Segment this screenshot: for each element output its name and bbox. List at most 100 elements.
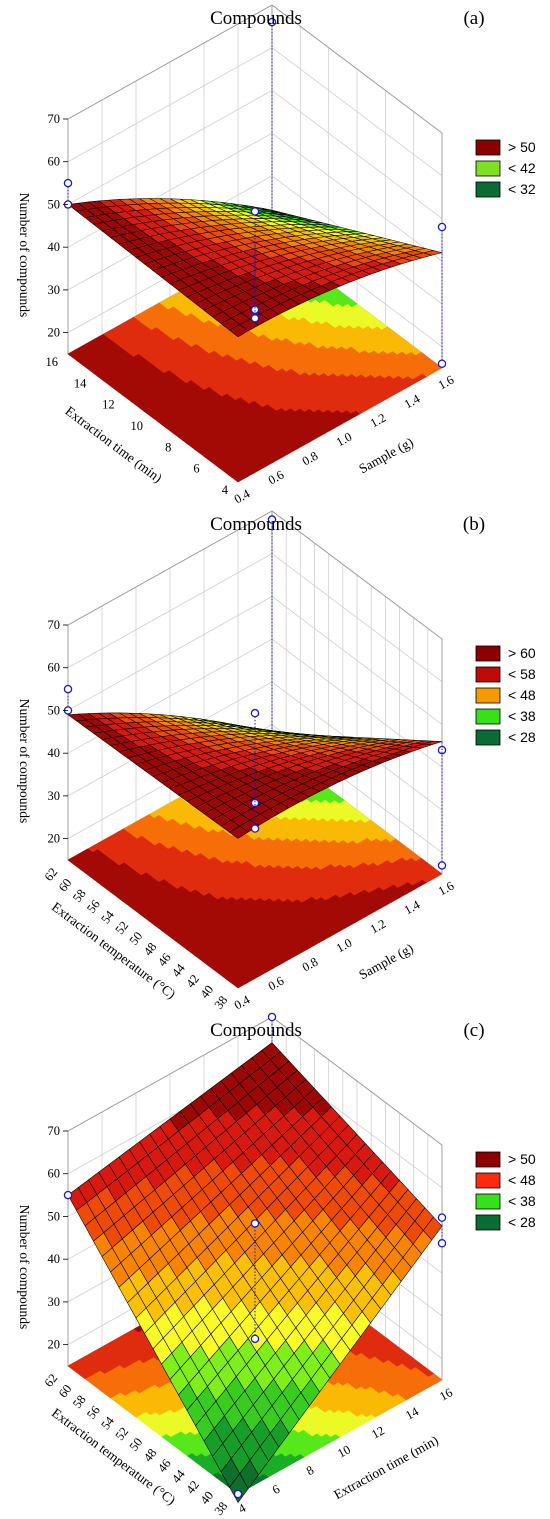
observed-point: [250, 314, 260, 323]
z-tick-label: 70: [48, 112, 61, 126]
y-tick-label: 48: [141, 1446, 160, 1464]
y-tick-label: 46: [155, 1457, 174, 1475]
y-tick-label: 58: [70, 887, 89, 905]
legend-label: < 38: [508, 708, 536, 724]
x-tick-label: 0.4: [232, 992, 253, 1012]
y-tick-label: 54: [98, 1413, 117, 1432]
legend-label: < 42: [508, 160, 536, 176]
observed-point: [250, 1219, 260, 1228]
legend-swatch: [475, 1151, 501, 1168]
z-tick-label: 50: [48, 197, 61, 211]
z-tick-label: 50: [48, 1209, 61, 1223]
legend-swatch: [475, 160, 501, 177]
legend-label: < 28: [508, 1214, 536, 1230]
x-tick-label: 4: [236, 1501, 249, 1517]
y-tick-label: 54: [98, 907, 117, 926]
y-tick-label: 8: [165, 440, 171, 454]
observed-points: [63, 17, 447, 368]
y-tick-label: 10: [131, 419, 144, 433]
observed-point: [63, 1190, 73, 1200]
observed-point: [250, 207, 260, 216]
x-tick-label: 1.2: [368, 917, 388, 937]
observed-point: [250, 305, 260, 314]
chart-title: Compounds: [210, 1020, 302, 1041]
chart-title: Compounds: [210, 8, 302, 29]
z-tick-label: 60: [48, 1167, 61, 1181]
x-tick-label: 1.4: [402, 897, 423, 917]
observed-point: [437, 861, 447, 870]
z-tick-label: 50: [48, 703, 61, 717]
legend-swatch: [475, 708, 501, 725]
legend-label: > 50: [508, 139, 536, 155]
z-axis-title: Number of compounds: [17, 1205, 32, 1329]
legend-label: < 32: [508, 181, 536, 197]
y-tick-label: 56: [84, 897, 103, 915]
observed-point: [437, 1213, 447, 1222]
observed-point: [250, 798, 260, 808]
x-tick-label: 0.6: [266, 974, 286, 994]
observed-point: [267, 17, 277, 27]
legend: > 60 < 58 < 48 < 38 < 28: [475, 645, 536, 746]
y-tick-label: 48: [141, 940, 160, 958]
y-tick-label: 44: [169, 961, 188, 980]
y-tick-label: 62: [42, 1371, 61, 1389]
x-axis-title: Extraction time (min): [331, 1432, 441, 1502]
z-axis-title: Number of compounds: [17, 193, 32, 317]
legend-label: < 28: [508, 729, 536, 745]
observed-point: [250, 708, 260, 718]
x-axis-title: Sample (g): [356, 940, 415, 982]
response-surface-panel-c: 20 30 40 50 60 70 4 6 8 10 12 14 16 38 40 42 44 46 48 50 52 5…: [0, 1012, 550, 1518]
legend-label: < 48: [508, 1172, 536, 1188]
y-tick-label: 60: [56, 876, 75, 894]
legend-swatch: [475, 645, 501, 662]
x-tick-label: 1.6: [436, 373, 456, 393]
observed-point: [437, 222, 447, 232]
y-tick-label: 6: [193, 462, 199, 476]
observed-point: [437, 359, 447, 368]
observed-point: [63, 684, 73, 694]
legend: > 50 < 42 < 32: [475, 139, 536, 198]
y-tick-label: 52: [112, 1425, 131, 1443]
z-tick-label: 60: [48, 155, 61, 169]
legend-label: < 48: [508, 687, 536, 703]
y-tick-label: 12: [102, 398, 115, 412]
panel-label: (b): [463, 514, 485, 535]
axis-labels: 20 30 40 50 60 70 0.4 0.6 0.8 1.0 1.2 1.4 1.6 4 6 8 10 12…: [46, 112, 457, 506]
surface-chart-svg: 20 30 40 50 60 70 0.4 0.6 0.8 1.0 1.2 1.4 1.6 4 6 8 10 12…: [17, 4, 536, 506]
legend: > 50 < 48 < 38 < 28: [475, 1151, 536, 1231]
y-tick-label: 4: [222, 483, 229, 497]
z-tick-label: 20: [48, 832, 61, 846]
x-tick-label: 0.4: [232, 486, 253, 506]
y-tick-label: 42: [183, 1478, 202, 1496]
y-tick-label: 52: [112, 919, 131, 937]
z-tick-label: 40: [48, 240, 61, 254]
response-surface-panel-b: 20 30 40 50 60 70 0.4 0.6 0.8 1.0 1.2 1.4 1.6 38 40 42 4…: [0, 506, 550, 1012]
y-tick-label: 40: [197, 983, 216, 1001]
response-surface-panel-a: 20 30 40 50 60 70 0.4 0.6 0.8 1.0 1.2 1.4 1.6 4 6 8 10 12…: [0, 0, 550, 506]
legend-swatch: [475, 666, 501, 683]
y-tick-label: 56: [84, 1403, 103, 1421]
x-tick-label: 16: [437, 1385, 455, 1403]
z-tick-label: 40: [48, 746, 61, 760]
observed-points: [63, 515, 447, 870]
response-surface-mesh: [67, 1042, 443, 1503]
y-tick-label: 60: [56, 1382, 75, 1400]
y-tick-label: 16: [46, 355, 59, 369]
x-tick-label: 10: [335, 1442, 353, 1460]
legend-label: > 60: [508, 645, 536, 661]
x-tick-label: 1.4: [402, 391, 423, 411]
legend-label: < 58: [508, 666, 536, 682]
chart-title: Compounds: [210, 514, 302, 535]
surface-chart-svg: 2030405060700.40.60.81.01.21.41.63840424…: [17, 510, 536, 1012]
x-tick-label: 0.8: [300, 449, 320, 469]
observed-point: [250, 1334, 260, 1344]
legend-swatch: [475, 729, 501, 746]
z-tick-label: 20: [48, 1338, 61, 1352]
observed-point: [267, 1012, 277, 1022]
observed-point: [63, 178, 73, 188]
legend-swatch: [475, 181, 501, 198]
x-tick-label: 8: [304, 1463, 316, 1478]
z-tick-label: 70: [48, 618, 61, 632]
legend-label: < 38: [508, 1193, 536, 1209]
y-tick-label: 40: [197, 1489, 216, 1507]
